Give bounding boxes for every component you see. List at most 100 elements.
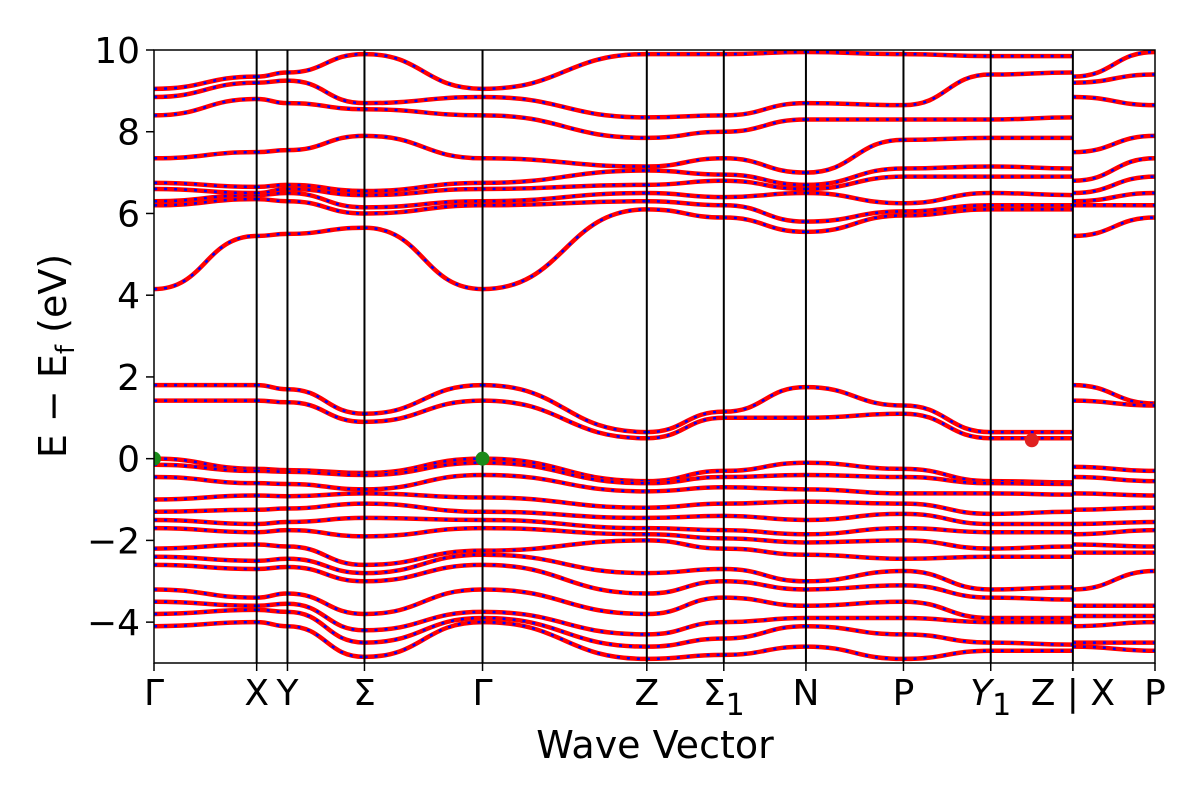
- band-line-overlay: [1072, 492, 1155, 497]
- x-tick-label: Z | X: [1031, 673, 1115, 714]
- band-line-overlay: [723, 216, 806, 234]
- band-line: [805, 174, 904, 192]
- band-line: [646, 619, 724, 637]
- band-line-overlay: [154, 187, 257, 195]
- band-line-overlay: [154, 620, 257, 628]
- band-line-overlay: [287, 79, 365, 105]
- band-line-overlay: [482, 95, 647, 119]
- band-edge-marker: [475, 451, 490, 466]
- band-line: [903, 190, 991, 206]
- band-line: [805, 50, 904, 57]
- band-line-overlay: [903, 600, 991, 620]
- band-line: [256, 186, 288, 196]
- band-line-overlay: [364, 461, 483, 477]
- band-line-overlay: [723, 50, 806, 56]
- band-line-overlay: [723, 528, 806, 536]
- band-line-overlay: [154, 193, 257, 203]
- band-line-overlay: [1072, 175, 1155, 195]
- band-line-overlay: [646, 596, 724, 616]
- band-line-overlay: [482, 191, 647, 203]
- band-line-overlay: [723, 645, 806, 657]
- band-line-overlay: [903, 204, 991, 213]
- band-line-overlay: [287, 187, 365, 197]
- x-tick-label: N: [792, 673, 819, 714]
- band-line: [364, 225, 483, 292]
- band-line-overlay: [154, 588, 257, 599]
- band-line-overlay: [287, 183, 365, 193]
- band-line: [256, 196, 288, 204]
- band-line: [903, 51, 991, 59]
- band-line-overlay: [903, 208, 991, 217]
- x-tick-label: Σ1: [703, 673, 745, 723]
- band-line: [482, 398, 647, 441]
- band-line-overlay: [903, 502, 991, 516]
- band-line: [287, 469, 365, 478]
- band-line: [903, 632, 991, 645]
- band-line-overlay: [364, 549, 483, 567]
- band-line-overlay: [154, 543, 257, 550]
- band-line: [805, 460, 904, 472]
- y-tick-label: 2: [117, 358, 140, 399]
- band-line-overlay: [723, 580, 806, 591]
- band-line: [256, 519, 288, 527]
- band-line: [805, 166, 904, 188]
- band-line: [805, 599, 904, 609]
- band-line-overlay: [903, 569, 991, 591]
- band-line: [805, 525, 904, 537]
- band-line-overlay: [646, 416, 724, 440]
- band-line-overlay: [646, 208, 724, 219]
- band-line-overlay: [482, 510, 647, 520]
- y-tick-label: −4: [87, 603, 140, 644]
- band-line-overlay: [287, 52, 365, 74]
- band-line-overlay: [903, 412, 991, 440]
- band-line-overlay: [482, 610, 647, 636]
- y-tick-label: 4: [117, 276, 140, 317]
- band-line-overlay: [723, 385, 806, 413]
- band-line-overlay: [364, 588, 483, 616]
- band-line-overlay: [154, 463, 257, 473]
- band-line: [646, 113, 724, 120]
- band-line-overlay: [287, 134, 365, 152]
- band-line-overlay: [1072, 191, 1155, 203]
- band-line-overlay: [903, 191, 991, 205]
- band-line-overlay: [364, 383, 483, 415]
- band-line-overlay: [1072, 134, 1155, 154]
- band-line: [287, 51, 365, 75]
- y-tick-label: 0: [117, 440, 140, 481]
- band-line-overlay: [482, 588, 647, 616]
- band-line-overlay: [287, 602, 365, 632]
- band-line-overlay: [154, 555, 257, 563]
- band-line-overlay: [287, 191, 365, 209]
- band-line-overlay: [1072, 620, 1155, 628]
- band-line-overlay: [903, 512, 991, 526]
- band-line-overlay: [990, 492, 1073, 496]
- band-line-overlay: [154, 457, 257, 471]
- band-line-overlay: [154, 508, 257, 514]
- x-tick-label: Γ: [144, 673, 164, 714]
- band-line-overlay: [1072, 399, 1155, 407]
- band-line-overlay: [482, 473, 647, 493]
- band-line-overlay: [287, 101, 365, 111]
- y-axis-ticks: −4 −2 0 2 4 6 8 10: [87, 31, 154, 644]
- band-line-overlay: [1072, 383, 1155, 405]
- x-tick-label: Σ: [353, 673, 376, 714]
- band-line: [256, 480, 288, 487]
- band-line-overlay: [723, 500, 806, 505]
- band-line-overlay: [482, 52, 647, 91]
- band-line-overlay: [1072, 73, 1155, 84]
- band-line-overlay: [482, 526, 647, 536]
- band-line: [256, 542, 288, 549]
- band-line-overlay: [723, 173, 806, 187]
- band-line-overlay: [482, 539, 647, 552]
- y-tick-label: 8: [117, 113, 140, 154]
- band-line-overlay: [154, 608, 257, 616]
- band-edge-marker: [1024, 433, 1039, 448]
- band-line-overlay: [1072, 645, 1155, 652]
- band-line: [256, 564, 288, 572]
- band-line-overlay: [154, 75, 257, 91]
- band-line: [256, 493, 288, 499]
- band-line-overlay: [287, 482, 365, 491]
- band-line: [287, 491, 365, 499]
- band-line-overlay: [990, 586, 1073, 591]
- band-line: [903, 538, 991, 551]
